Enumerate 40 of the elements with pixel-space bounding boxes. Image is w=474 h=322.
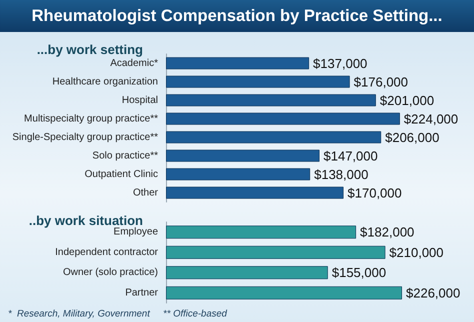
bar [166,168,310,180]
chart-subtitle: ...by work setting [36,42,144,57]
bar [166,131,382,144]
text: * Research, Military, Government ** Office-based [8,308,228,320]
bar [166,150,320,162]
y-tick-label: Independent contractor [55,246,159,258]
bar [166,266,328,280]
y-tick-label: Multispecialty group practice** [24,113,158,124]
bar [166,112,400,125]
y-tick-label: Academic* [110,58,158,69]
data-label: $155,000 [332,265,386,280]
bar [166,186,344,199]
y-tick-label: Outpatient Clinic [84,168,158,180]
bar [166,246,386,259]
bar [166,286,402,300]
data-label: $137,000 [313,56,368,71]
bar [166,57,310,70]
y-tick-label: Solo practice** [92,150,158,162]
y-tick-label: Owner (solo practice) [62,267,158,278]
y-tick-label: Hospital [122,94,158,106]
y-tick-label: Employee [114,226,158,238]
y-tick-label: Partner [125,287,159,298]
data-label: $170,000 [348,185,402,200]
y-tick-label: Single-Specialty group practice** [12,132,158,143]
data-label: $226,000 [406,285,460,300]
data-label: $201,000 [380,92,434,108]
data-label: $147,000 [324,148,378,164]
y-tick-label: Healthcare organization [52,76,158,88]
data-label: $182,000 [360,224,414,240]
y-tick-label: Other [132,187,159,198]
chart-title: Rheumatologist Compensation by Practice Setting... [0,0,474,32]
data-label: $224,000 [404,111,458,126]
chart-subtitle: ..by work situation [28,213,144,228]
bar [166,226,356,239]
data-label: $206,000 [385,130,440,145]
bar [166,76,350,88]
bar [166,94,376,106]
data-label: $138,000 [314,166,368,182]
data-label: $176,000 [354,74,408,90]
data-label: $210,000 [389,244,444,260]
